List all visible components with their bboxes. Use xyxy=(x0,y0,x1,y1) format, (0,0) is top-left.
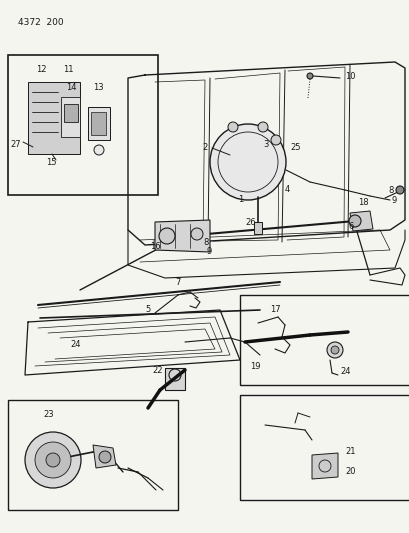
Text: 4372  200: 4372 200 xyxy=(18,18,63,27)
Circle shape xyxy=(306,73,312,79)
Text: 7: 7 xyxy=(175,278,180,287)
Text: 2: 2 xyxy=(202,143,207,152)
Circle shape xyxy=(35,442,71,478)
Circle shape xyxy=(209,124,285,200)
Text: 10: 10 xyxy=(344,72,355,81)
Circle shape xyxy=(348,215,360,227)
Text: 6: 6 xyxy=(347,222,353,231)
Text: 26: 26 xyxy=(245,218,255,227)
Circle shape xyxy=(270,135,280,145)
Text: 9: 9 xyxy=(207,247,212,256)
Polygon shape xyxy=(311,453,337,479)
Text: 8: 8 xyxy=(202,238,208,247)
Text: 21: 21 xyxy=(344,447,355,456)
Text: 24: 24 xyxy=(339,367,350,376)
Bar xyxy=(239,395,409,500)
Text: 9: 9 xyxy=(391,196,396,205)
Text: 17: 17 xyxy=(270,305,280,314)
Polygon shape xyxy=(91,112,106,135)
Circle shape xyxy=(326,342,342,358)
Polygon shape xyxy=(93,445,116,468)
Circle shape xyxy=(227,122,237,132)
Circle shape xyxy=(46,453,60,467)
Circle shape xyxy=(191,228,202,240)
Text: 20: 20 xyxy=(344,467,355,476)
Bar xyxy=(8,55,157,195)
Text: 24: 24 xyxy=(70,340,80,349)
Text: 5: 5 xyxy=(145,305,150,314)
Text: 11: 11 xyxy=(63,65,73,74)
Circle shape xyxy=(330,346,338,354)
Polygon shape xyxy=(88,107,110,140)
Polygon shape xyxy=(349,211,372,231)
Text: 25: 25 xyxy=(289,143,300,152)
Polygon shape xyxy=(61,97,80,137)
Circle shape xyxy=(94,145,104,155)
Circle shape xyxy=(395,186,403,194)
Text: 12: 12 xyxy=(36,65,46,74)
Text: 16: 16 xyxy=(150,242,160,251)
Text: 27: 27 xyxy=(10,140,20,149)
Circle shape xyxy=(257,122,267,132)
Bar xyxy=(239,295,409,385)
Text: 23: 23 xyxy=(43,410,54,419)
Polygon shape xyxy=(155,220,209,252)
Bar xyxy=(254,222,261,234)
Bar xyxy=(8,400,178,510)
Text: 4: 4 xyxy=(284,185,290,194)
Text: 3: 3 xyxy=(262,140,268,149)
Text: 14: 14 xyxy=(66,83,76,92)
Text: 19: 19 xyxy=(249,362,260,371)
Text: 13: 13 xyxy=(93,83,103,92)
Text: 15: 15 xyxy=(46,158,56,167)
Text: 18: 18 xyxy=(357,198,368,207)
Text: 8: 8 xyxy=(387,186,392,195)
Polygon shape xyxy=(64,104,78,122)
Text: 22: 22 xyxy=(152,366,162,375)
Text: 1: 1 xyxy=(237,195,243,204)
Polygon shape xyxy=(28,82,80,154)
Circle shape xyxy=(99,451,111,463)
Circle shape xyxy=(159,228,175,244)
Circle shape xyxy=(25,432,81,488)
Bar xyxy=(164,368,184,390)
